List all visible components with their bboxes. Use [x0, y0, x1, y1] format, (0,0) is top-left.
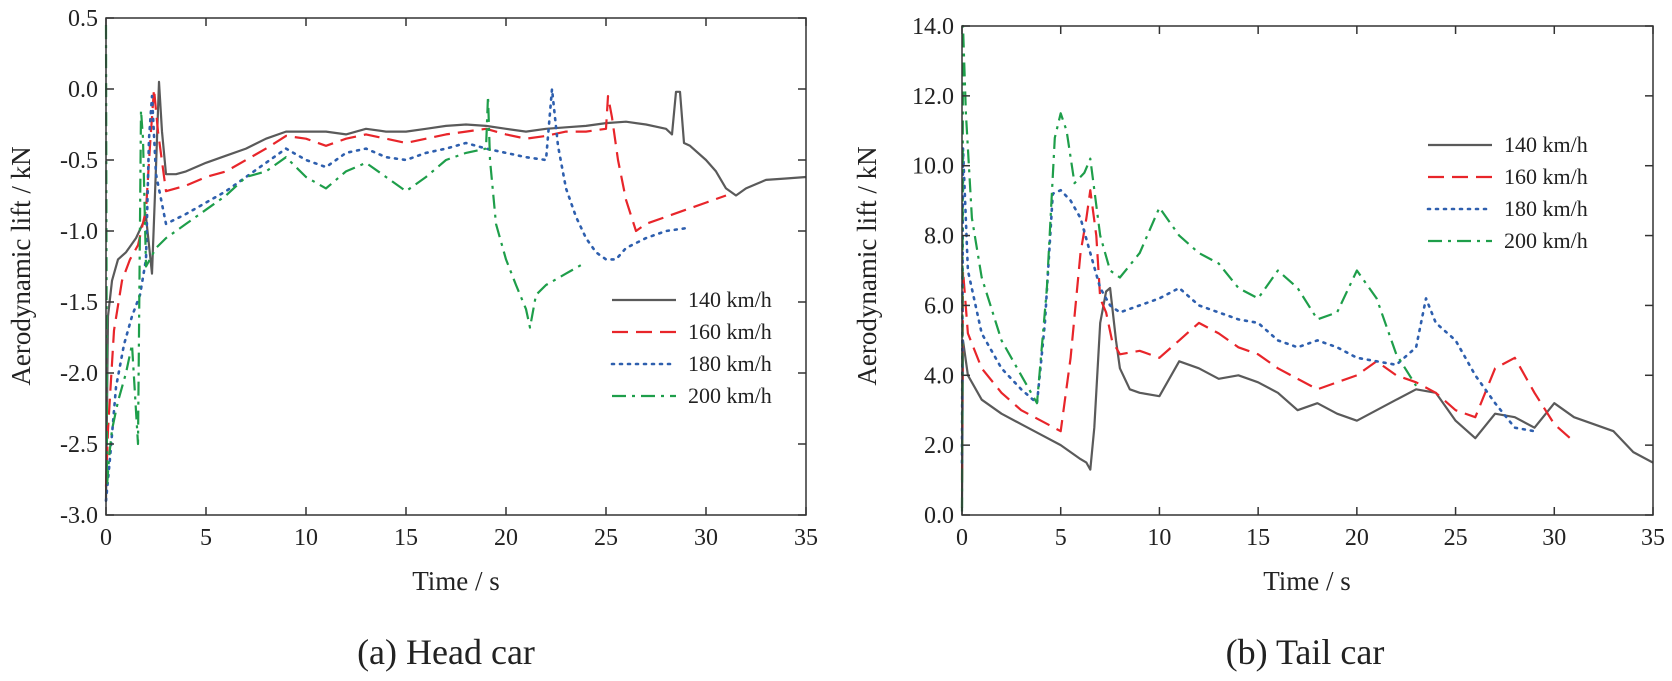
y-axis-label: Aerodynamic lift / kN	[6, 146, 36, 385]
y-tick-label: -1.5	[60, 290, 98, 316]
y-tick-label: -2.0	[60, 361, 98, 387]
legend-label: 200 km/h	[1504, 228, 1588, 253]
legend-label: 140 km/h	[688, 287, 772, 312]
series-layer	[960, 24, 1654, 512]
x-tick-label: 15	[394, 525, 418, 551]
y-tick-label: 6.0	[924, 293, 954, 319]
ticks: 0 5 10 15 20 25 30 35 0.0 2.0 4.0 6.0 8.0 10.0 12.0 14.…	[912, 14, 1665, 551]
ticks: 0 5 10 15 20 25 30 35 -3.0 -2.5 -2.0 -1.5 -1.0 -0.5 0.…	[60, 6, 818, 551]
x-tick-label: 20	[1345, 525, 1369, 551]
y-tick-label: -0.5	[60, 148, 98, 174]
x-tick-label: 35	[1641, 525, 1665, 551]
x-tick-label: 25	[1444, 525, 1468, 551]
y-tick-label: -3.0	[60, 503, 98, 529]
x-axis-label: Time / s	[412, 566, 500, 596]
x-tick-label: 5	[200, 525, 212, 551]
y-tick-label: -1.0	[60, 219, 98, 245]
series-line-180-km-h	[104, 87, 688, 503]
y-tick-label: 12.0	[912, 84, 954, 110]
y-tick-label: 4.0	[924, 363, 954, 389]
x-tick-label: 25	[594, 525, 618, 551]
y-tick-label: -2.5	[60, 432, 98, 458]
x-tick-label: 20	[494, 525, 518, 551]
x-tick-label: 30	[694, 525, 718, 551]
legend-label: 160 km/h	[688, 319, 772, 344]
x-tick-label: 10	[1147, 525, 1171, 551]
x-tick-label: 0	[956, 525, 968, 551]
legend-label: 180 km/h	[1504, 196, 1588, 221]
y-tick-label: 8.0	[924, 224, 954, 250]
x-tick-label: 10	[294, 525, 318, 551]
x-tick-label: 35	[794, 525, 818, 551]
y-tick-label: 14.0	[912, 14, 954, 40]
y-tick-label: 0.0	[68, 77, 98, 103]
y-tick-label: 0.5	[68, 6, 98, 32]
plot-area	[105, 17, 807, 516]
x-axis-label: Time / s	[1263, 566, 1351, 596]
caption-tail-car: (b) Tail car	[1226, 632, 1385, 672]
series-line-200-km-h	[104, 25, 587, 488]
series-layer	[104, 25, 807, 503]
legend: 140 km/h 160 km/h 180 km/h 200 km/h	[1426, 132, 1588, 253]
x-tick-label: 5	[1055, 525, 1067, 551]
legend-label: 160 km/h	[1504, 164, 1588, 189]
y-axis-label: Aerodynamic lift / kN	[852, 146, 882, 385]
x-tick-label: 0	[100, 525, 112, 551]
legend-label: 140 km/h	[1504, 132, 1588, 157]
plot-area	[961, 25, 1654, 516]
x-tick-label: 30	[1542, 525, 1566, 551]
legend-label: 180 km/h	[688, 351, 772, 376]
series-line-160-km-h	[960, 189, 1575, 481]
y-tick-label: 2.0	[924, 433, 954, 459]
y-tick-label: 10.0	[912, 154, 954, 180]
legend: 140 km/h 160 km/h 180 km/h 200 km/h	[610, 287, 772, 408]
series-line-160-km-h	[104, 87, 727, 487]
series-line-200-km-h	[960, 24, 1418, 512]
x-tick-label: 15	[1246, 525, 1270, 551]
panel-tail-car: 0 5 10 15 20 25 30 35 0.0 2.0 4.0 6.0 8.0 10.0 12.0 14.…	[852, 14, 1665, 672]
y-tick-label: 0.0	[924, 503, 954, 529]
legend-label: 200 km/h	[688, 383, 772, 408]
series-line-180-km-h	[960, 147, 1536, 464]
caption-head-car: (a) Head car	[357, 632, 535, 672]
panel-head-car: 0 5 10 15 20 25 30 35 -3.0 -2.5 -2.0 -1.5 -1.0 -0.5 0.…	[6, 6, 818, 672]
